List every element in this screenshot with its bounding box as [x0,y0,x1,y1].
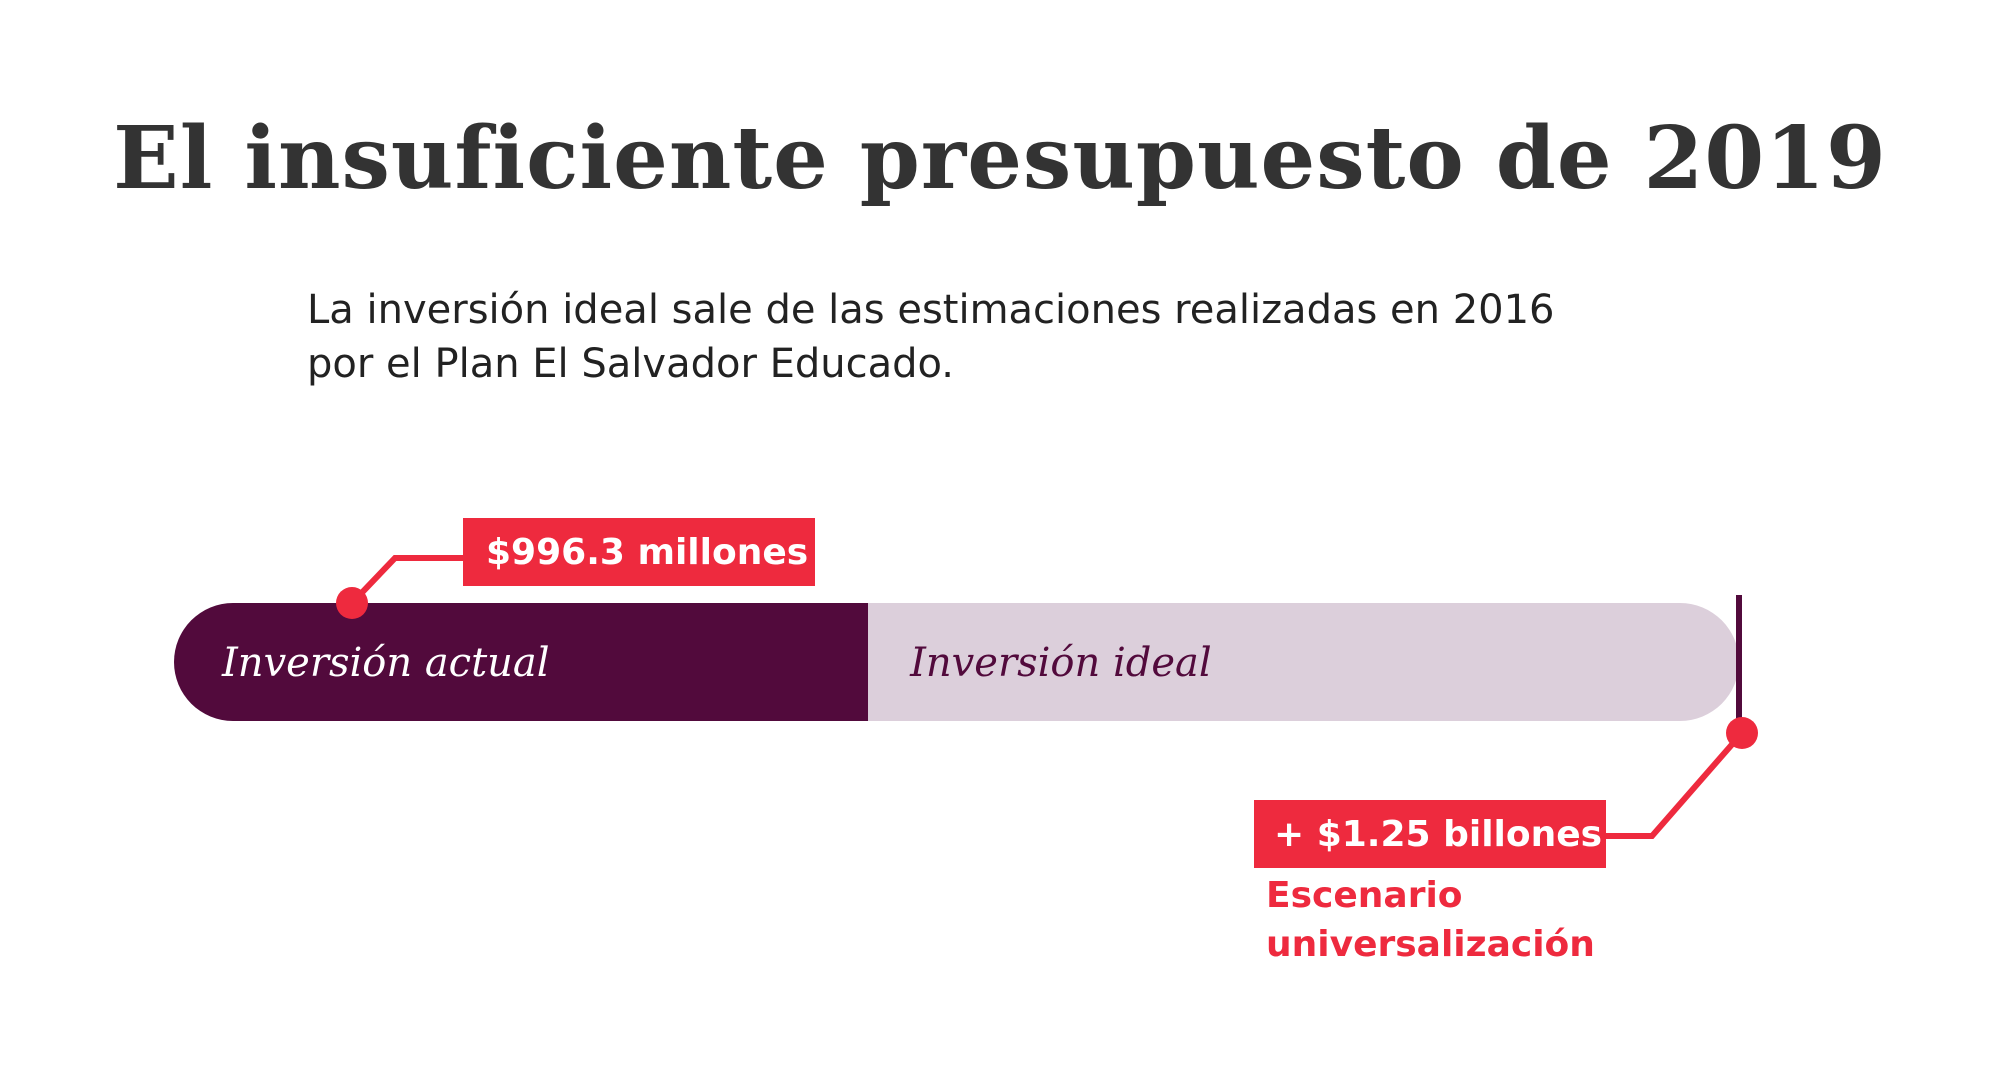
bar-label-actual: Inversión actual [221,640,550,686]
subtitle-line-2: por el Plan El Salvador Educado. [307,341,954,387]
callout-dot-actual [336,587,368,619]
callout-value-actual: $996.3 millones [486,532,808,573]
callout-box-actual [463,518,815,586]
chart-subtitle: La inversión ideal sale de las estimacio… [307,283,1707,391]
bar-segment-ideal [868,603,1739,721]
bar-track [174,603,1739,721]
note-line-2: universalización [1266,924,1595,965]
callout-value-ideal: + $1.25 billones [1274,814,1602,855]
callout-dot-ideal [1726,717,1758,749]
bar-segment-actual [174,603,869,721]
callout-leader-ideal [1606,731,1745,839]
callout-box-ideal [1254,800,1606,868]
note-line-1: Escenario [1266,875,1463,916]
subtitle-line-1: La inversión ideal sale de las estimacio… [307,287,1555,333]
bar-label-ideal: Inversión ideal [909,640,1212,686]
callout-leader-actual [349,555,463,606]
chart-title: El insuficiente presupuesto de 2019 [113,108,1887,209]
